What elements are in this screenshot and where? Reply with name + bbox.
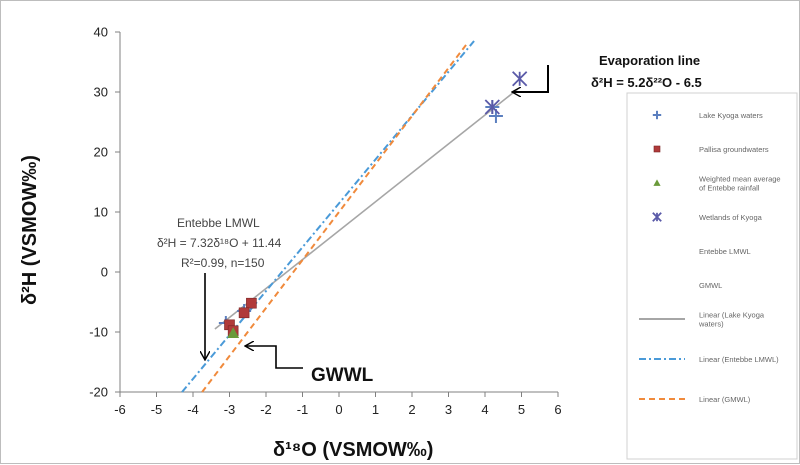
x-tick-label: 0: [335, 402, 342, 417]
x-tick-label: -6: [114, 402, 126, 417]
y-tick-label: 10: [94, 205, 108, 220]
x-tick-label: 3: [445, 402, 452, 417]
lmwl-title: Entebbe LMWL: [177, 216, 260, 230]
legend-label: Pallisa groundwaters: [699, 145, 769, 154]
legend-label: Wetlands of Kyoga: [699, 213, 763, 222]
x-axis-title: δ¹⁸O (VSMOW‰): [273, 439, 433, 461]
legend: Lake Kyoga waters Pallisa groundwaters Wei…: [639, 110, 781, 404]
legend-item-lake-kyoga-waters: Lake Kyoga waters: [652, 110, 763, 120]
legend-marker: [653, 145, 661, 153]
legend-item-wetlands-of-kyoga: Wetlands of Kyoga: [652, 212, 763, 222]
y-tick-label: 30: [94, 85, 108, 100]
gwwl-arrow: [246, 346, 303, 369]
x-tick-label: -1: [297, 402, 309, 417]
legend-label: Entebbe LMWL: [699, 247, 751, 256]
data-point-pallisa-groundwaters: [246, 297, 257, 309]
legend-item-linear-lake-kyoga-waters: Linear (Lake Kyoga waters): [639, 311, 765, 329]
legend-label: Linear (Entebbe LMWL): [699, 355, 779, 364]
x-tick-label: -2: [260, 402, 272, 417]
legend-item-gmwl: GMWL: [699, 281, 722, 290]
data-point-pallisa-groundwaters: [238, 307, 250, 319]
legend-marker: [653, 179, 661, 186]
legend-item-entebbe-lmwl: Entebbe LMWL: [699, 247, 751, 256]
legend-label: Linear (GMWL): [699, 395, 751, 404]
x-tick-label: 5: [518, 402, 525, 417]
legend-item-linear-entebbe-lmwl: Linear (Entebbe LMWL): [639, 355, 779, 364]
x-tick-labels: -6 -5 -4 -3 -2 -1 0 1 2 3 4 5 6: [114, 402, 561, 417]
data-point-wetlands-of-kyoga: [484, 99, 500, 115]
lmwl-stats: R²=0.99, n=150: [181, 256, 265, 270]
legend-marker: [652, 212, 662, 222]
trend-line-linear-gmwl: [201, 43, 468, 393]
evaporation-arrow: [513, 65, 549, 92]
legend-item-pallisa-groundwaters: Pallisa groundwaters: [653, 145, 769, 154]
data-point-wetlands-of-kyoga: [512, 71, 528, 87]
x-tick-label: -4: [187, 402, 199, 417]
legend-marker: [652, 110, 662, 120]
x-tick-label: 4: [481, 402, 488, 417]
y-axis-title: δ²H (VSMOW‰): [19, 155, 41, 305]
legend-item-linear-gmwl: Linear (GMWL): [639, 395, 751, 404]
legend-label: Lake Kyoga waters: [699, 111, 763, 120]
legend-label: Weighted mean average of Entebbe rainfall: [699, 175, 781, 193]
legend-label: GMWL: [699, 281, 722, 290]
data-point-weighted-mean-average-of-entebbe-rainfall: [227, 327, 240, 338]
x-tick-label: -5: [151, 402, 163, 417]
y-tick-labels: -20 -10 0 10 20 30 40: [89, 25, 108, 400]
y-tick-label: -20: [89, 385, 108, 400]
gwwl-label: GWWL: [311, 365, 374, 386]
legend-item-weighted-mean-average-of-entebbe-rainfall: Weighted mean average of Entebbe rainfall: [653, 175, 781, 193]
y-tick-label: 0: [101, 265, 108, 280]
trend-line-linear-lake-kyoga-waters: [214, 88, 519, 330]
data-points: [218, 71, 528, 338]
y-tick-marks: [115, 31, 120, 393]
evaporation-line-title: Evaporation line: [599, 53, 700, 68]
x-tick-label: -3: [224, 402, 236, 417]
y-tick-label: -10: [89, 325, 108, 340]
y-tick-label: 20: [94, 145, 108, 160]
x-tick-label: 6: [554, 402, 561, 417]
lmwl-equation: δ²H = 7.32δ¹⁸O + 11.44: [157, 236, 282, 250]
legend-label: Linear (Lake Kyoga waters): [698, 311, 765, 329]
x-tick-label: 2: [408, 402, 415, 417]
y-tick-label: 40: [94, 25, 108, 40]
x-tick-label: 1: [372, 402, 379, 417]
legend-box: [626, 92, 798, 460]
x-tick-marks: [119, 392, 559, 397]
evaporation-line-equation: δ²H = 5.2δ²²O - 6.5: [591, 75, 702, 90]
